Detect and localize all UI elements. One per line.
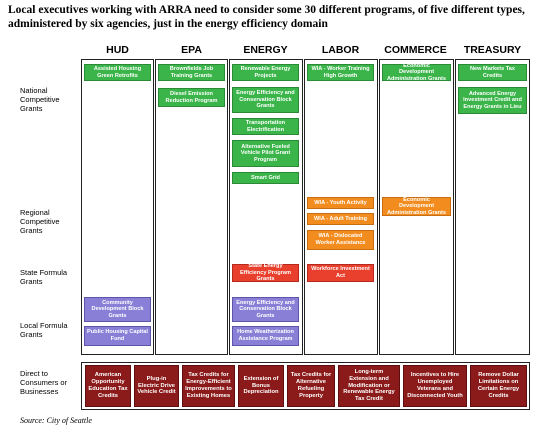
direct-program: Extension of Bonus Depreciation	[238, 365, 284, 407]
program-eda-regional: Economic Development Administration Gran…	[382, 197, 451, 216]
program-wia-dislocated: WIA - Dislocated Worker Assistance	[307, 230, 374, 250]
program-smart-grid: Smart Grid	[232, 172, 299, 184]
row-label-national: National Competitive Grants	[20, 86, 60, 113]
program-workforce: Workforce Investment Act	[307, 264, 374, 282]
program-alt-fuel: Alternative Fueled Vehicle Pilot Grant P…	[232, 140, 299, 167]
column-header-hud: HUD	[106, 44, 129, 56]
direct-program: Tax Credits for Energy-Efficient Improve…	[182, 365, 235, 407]
program-state-energy: State Energy Efficiency Program Grants	[232, 263, 299, 282]
column-header-treasury: TREASURY	[463, 44, 522, 56]
direct-program: American Opportunity Education Tax Credi…	[85, 365, 131, 407]
column-header-energy: ENERGY	[243, 44, 288, 56]
direct-program: Remove Dollar Limitations on Certain Ene…	[470, 365, 527, 407]
direct-program: Tax Credits for Alternative Refueling Pr…	[287, 365, 335, 407]
program-hud-cdbg: Community Development Block Grants	[84, 297, 151, 322]
row-label-local: Local Formula Grants	[20, 321, 68, 339]
direct-programs-frame	[81, 362, 530, 410]
column-epa	[155, 59, 228, 355]
source-note: Source: City of Seattle	[20, 416, 92, 425]
program-assisted-housing: Assisted Housing Green Retrofits	[84, 64, 151, 81]
program-diesel: Diesel Emission Reduction Program	[158, 88, 225, 107]
program-public-housing: Public Housing Capital Fund	[84, 326, 151, 346]
page-title: Local executives working with ARRA need …	[8, 4, 525, 30]
column-header-epa: EPA	[181, 44, 202, 56]
program-eda-national: Economic Development Administration Gran…	[382, 63, 451, 82]
column-header-commerce: COMMERCE	[384, 44, 447, 56]
column-header-labor: LABOR	[321, 44, 360, 56]
program-transportation: Transportation Electrification	[232, 118, 299, 135]
row-label-regional: Regional Competitive Grants	[20, 208, 60, 235]
program-wia-youth: WIA - Youth Activity	[307, 197, 374, 209]
program-wia-high-growth: WIA - Worker Training High Growth	[307, 64, 374, 81]
program-brownfields: Brownfields Job Training Grants	[158, 64, 225, 81]
program-eecbg-national: Energy Efficiency and Conservation Block…	[232, 87, 299, 113]
program-wia-adult: WIA - Adult Training	[307, 213, 374, 225]
direct-program: Plug-in Electric Drive Vehicle Credit	[134, 365, 179, 407]
program-eecbg-local: Energy Efficiency and Conservation Block…	[232, 297, 299, 322]
program-advanced-energy: Advanced Energy Investment Credit and En…	[458, 87, 527, 114]
program-new-markets: New Markets Tax Credits	[458, 64, 527, 81]
program-renewable: Renewable Energy Projects	[232, 64, 299, 81]
row-label-state: State Formula Grants	[20, 268, 68, 286]
program-weatherization: Home Weatherization Assistance Program	[232, 326, 299, 346]
row-label-direct: Direct to Consumers or Businesses	[20, 369, 68, 396]
direct-program: Long-term Extension and Modification or …	[338, 365, 400, 407]
direct-program: Incentives to Hire Unemployed Veterans a…	[403, 365, 467, 407]
